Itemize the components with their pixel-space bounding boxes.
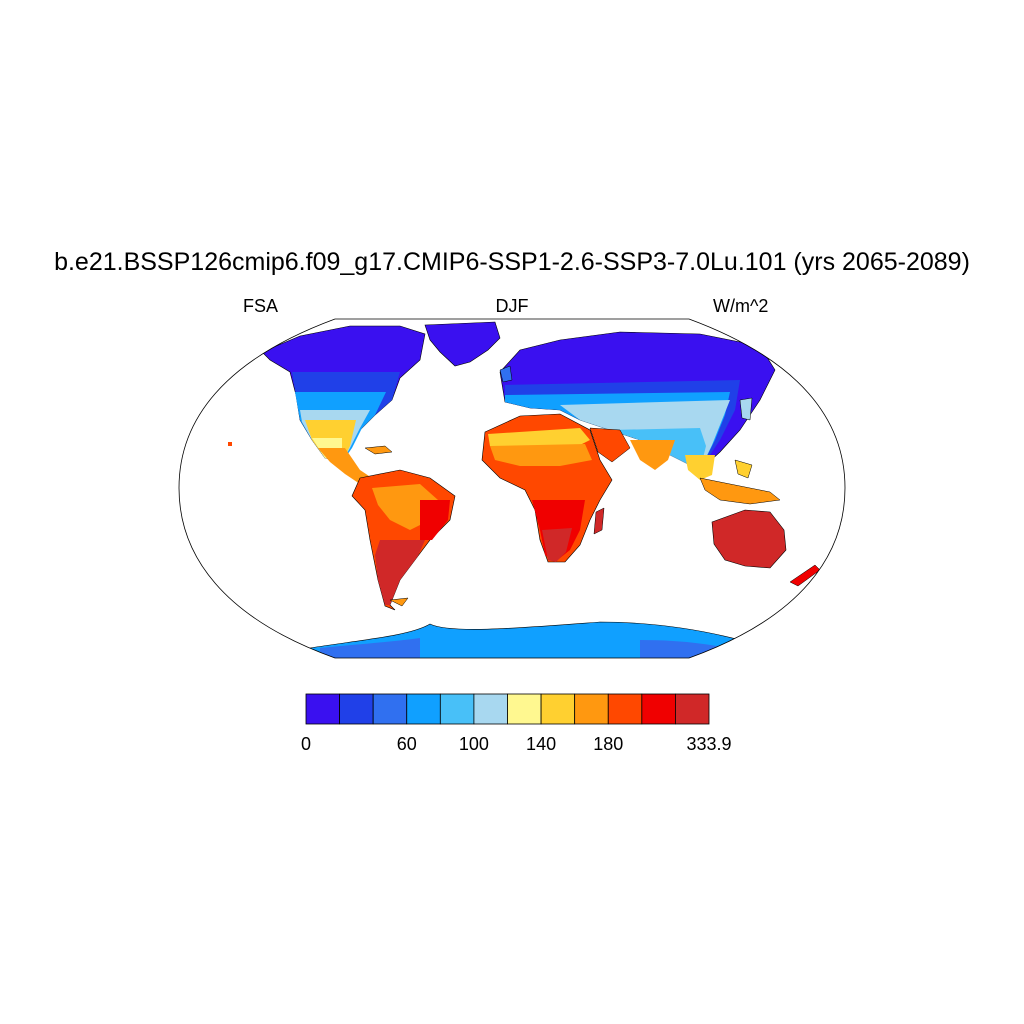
antarctica [288, 621, 761, 658]
british-isles [499, 365, 513, 383]
australia [711, 509, 787, 569]
map-frame [178, 318, 846, 659]
hawaii [228, 442, 232, 446]
arabian-peninsula [589, 427, 631, 463]
colorbar-swatch [473, 693, 508, 725]
japan [739, 397, 753, 421]
greenland [424, 321, 501, 367]
colorbar [305, 693, 710, 725]
caribbean-islands [364, 445, 393, 455]
north-america [261, 325, 426, 484]
colorbar-tick-label: 140 [526, 734, 557, 754]
variable-label: FSA [243, 296, 279, 316]
colorbar-swatch [641, 693, 676, 725]
colorbar-tick-label: 60 [396, 734, 417, 754]
colorbar-swatch [540, 693, 576, 725]
colorbar-swatch [574, 693, 609, 725]
season-label: DJF [495, 296, 529, 316]
colorbar-swatch [607, 693, 643, 725]
colorbar-swatch [507, 693, 542, 725]
colorbar-swatch [439, 693, 475, 725]
colorbar-tick-label: 0 [300, 734, 312, 754]
colorbar-swatch [372, 693, 408, 725]
colorbar-tick-label: 333.9 [686, 734, 732, 754]
colorbar-tick-label: 180 [593, 734, 624, 754]
units-label: W/m^2 [713, 296, 769, 316]
eurasia [499, 331, 776, 480]
plot-title: b.e21.BSSP126cmip6.f09_g17.CMIP6-SSP1-2.… [54, 248, 970, 276]
colorbar-tick-label: 100 [458, 734, 489, 754]
indonesia [699, 459, 781, 505]
africa [481, 413, 613, 563]
madagascar [593, 507, 605, 535]
colorbar-swatch [406, 693, 441, 725]
south-america [351, 469, 456, 611]
colorbar-swatch [339, 693, 374, 725]
colorbar-swatch [675, 693, 710, 725]
colorbar-swatch [305, 693, 340, 725]
tierra-del-fuego [389, 597, 409, 607]
